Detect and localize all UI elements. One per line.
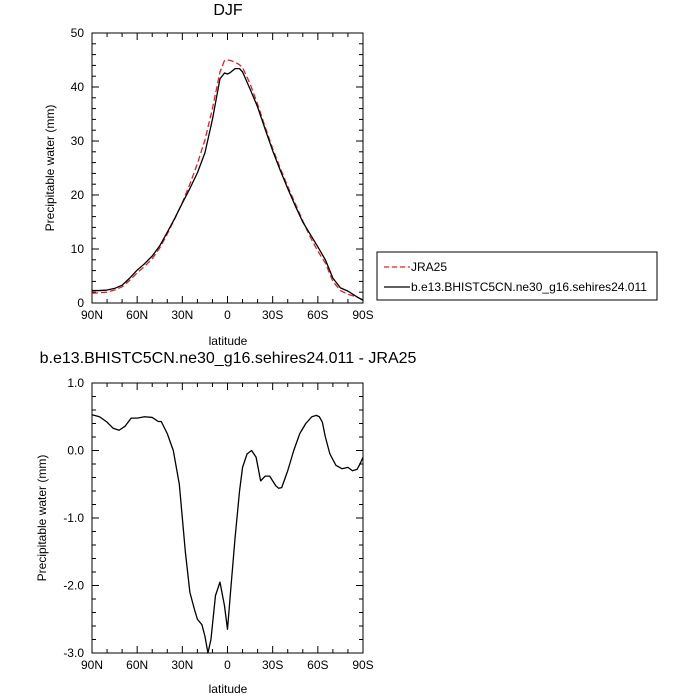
- x-tick-label: 0: [224, 658, 231, 672]
- y-tick-label: 10: [71, 242, 85, 256]
- x-tick-label: 30S: [262, 658, 283, 672]
- x-tick-label: 90N: [81, 308, 103, 322]
- top-x-axis: 90N 60N 30N 0 30S 60S 90S: [81, 33, 374, 322]
- x-tick-label: 90N: [81, 658, 103, 672]
- x-tick-label: 90S: [352, 308, 373, 322]
- x-tick-label: 0: [224, 308, 231, 322]
- y-tick-label: 20: [71, 188, 85, 202]
- bottom-panel: b.e13.BHISTC5CN.ne30_g16.sehires24.011 -…: [35, 350, 417, 696]
- y-tick-label: 50: [71, 26, 85, 40]
- x-tick-label: 60S: [307, 308, 328, 322]
- y-tick-label: -1.0: [63, 511, 84, 525]
- legend-box: [376, 251, 658, 301]
- top-x-axis-label: latitude: [209, 334, 248, 348]
- y-tick-label: 30: [71, 134, 85, 148]
- y-tick-label: -3.0: [63, 646, 84, 660]
- jra25-series-line: [91, 59, 364, 301]
- x-tick-label: 60N: [126, 658, 148, 672]
- legend-jra25-label: JRA25: [411, 260, 447, 274]
- top-series-group: [91, 59, 364, 301]
- x-tick-label: 30N: [171, 658, 193, 672]
- bottom-chart-title: b.e13.BHISTC5CN.ne30_g16.sehires24.011 -…: [40, 350, 417, 367]
- y-tick-label: 1.0: [67, 376, 84, 390]
- x-tick-label: 30N: [171, 308, 193, 322]
- bottom-y-axis: -3.0 -2.0 -1.0 0.0 1.0: [63, 376, 363, 660]
- top-y-axis: 0 10 20 30 40 50: [71, 26, 363, 310]
- y-tick-label: 0: [77, 296, 84, 310]
- y-tick-label: -2.0: [63, 579, 84, 593]
- bottom-series-group: [91, 414, 364, 654]
- bottom-x-axis-label: latitude: [209, 682, 248, 696]
- difference-series-line: [91, 414, 364, 654]
- y-tick-label: 0.0: [67, 444, 84, 458]
- bottom-x-axis: 90N 60N 30N 0 30S 60S 90S: [81, 383, 374, 672]
- bottom-y-axis-label: Precipitable water (mm): [35, 455, 49, 582]
- top-y-axis-label: Precipitable water (mm): [43, 105, 57, 232]
- x-tick-label: 60N: [126, 308, 148, 322]
- x-tick-label: 60S: [307, 658, 328, 672]
- legend-model-label: b.e13.BHISTC5CN.ne30_g16.sehires24.011: [411, 280, 647, 294]
- top-panel: DJF 0 10 20 30 40 50 90N 60N 30N 0 30S 60S 90S lati…: [43, 2, 374, 348]
- y-tick-label: 40: [71, 80, 85, 94]
- x-tick-label: 30S: [262, 308, 283, 322]
- b-e13-bhistc5cn-ne30-g16-sehires24-011-series-line: [92, 67, 364, 301]
- x-tick-label: 90S: [352, 658, 373, 672]
- legend: JRA25 b.e13.BHISTC5CN.ne30_g16.sehires24…: [376, 251, 658, 301]
- top-chart-title: DJF: [213, 2, 243, 19]
